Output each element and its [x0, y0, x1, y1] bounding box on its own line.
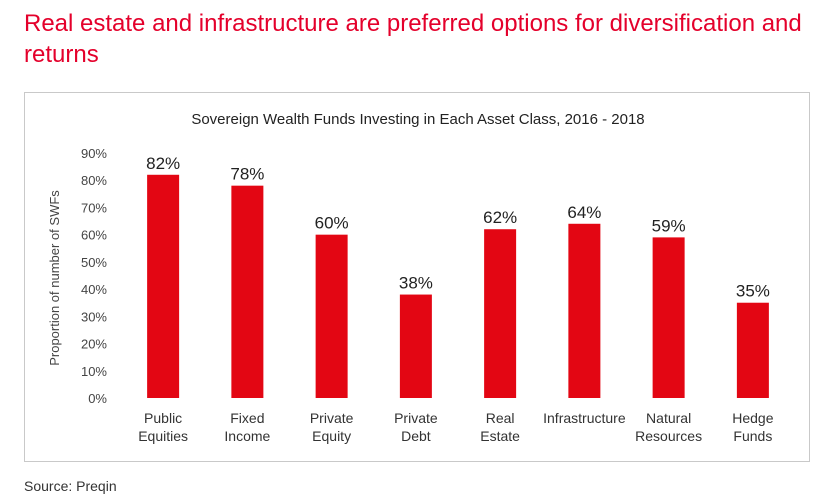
x-tick-label: Natural	[646, 410, 691, 426]
x-tick-label: Funds	[733, 428, 772, 444]
bar	[147, 174, 180, 398]
data-label: 59%	[652, 216, 686, 235]
x-tick-label: Income	[224, 428, 270, 444]
y-tick-label: 40%	[81, 282, 107, 297]
y-axis-label: Proportion of number of SWFs	[47, 190, 62, 366]
data-label: 82%	[146, 154, 180, 173]
bar	[231, 185, 264, 398]
x-tick-label: Fixed	[230, 410, 264, 426]
y-tick-label: 90%	[81, 146, 107, 161]
data-label: 78%	[230, 165, 264, 184]
x-tick-label: Private	[310, 410, 354, 426]
x-tick-label: Debt	[401, 428, 431, 444]
bar	[484, 229, 517, 398]
x-tick-label: Estate	[480, 428, 520, 444]
data-label: 62%	[483, 208, 517, 227]
x-tick-label: Hedge	[732, 410, 773, 426]
bar	[568, 223, 601, 398]
chart-frame: Sovereign Wealth Funds Investing in Each…	[24, 92, 810, 462]
y-tick-label: 50%	[81, 255, 107, 270]
data-label: 38%	[399, 274, 433, 293]
y-tick-label: 10%	[81, 364, 107, 379]
bar	[399, 294, 432, 398]
x-tick-label: Real	[486, 410, 515, 426]
x-tick-label: Equities	[138, 428, 188, 444]
y-tick-label: 20%	[81, 337, 107, 352]
data-label: 60%	[315, 214, 349, 233]
y-tick-label: 60%	[81, 228, 107, 243]
bar	[652, 237, 685, 398]
source-note: Source: Preqin	[24, 478, 117, 494]
slide-title: Real estate and infrastructure are prefe…	[24, 10, 802, 68]
y-tick-label: 80%	[81, 173, 107, 188]
y-tick-label: 30%	[81, 309, 107, 324]
bar	[315, 234, 348, 398]
y-tick-label: 0%	[88, 391, 107, 406]
data-label: 64%	[567, 203, 601, 222]
bar	[736, 302, 769, 398]
y-tick-label: 70%	[81, 200, 107, 215]
data-label: 35%	[736, 282, 770, 301]
x-tick-label: Infrastructure	[543, 410, 626, 426]
x-tick-label: Equity	[312, 428, 351, 444]
bar-chart: Sovereign Wealth Funds Investing in Each…	[47, 111, 774, 444]
x-tick-label: Resources	[635, 428, 702, 444]
x-tick-label: Public	[144, 410, 182, 426]
x-tick-label: Private	[394, 410, 438, 426]
chart-title: Sovereign Wealth Funds Investing in Each…	[191, 111, 644, 128]
